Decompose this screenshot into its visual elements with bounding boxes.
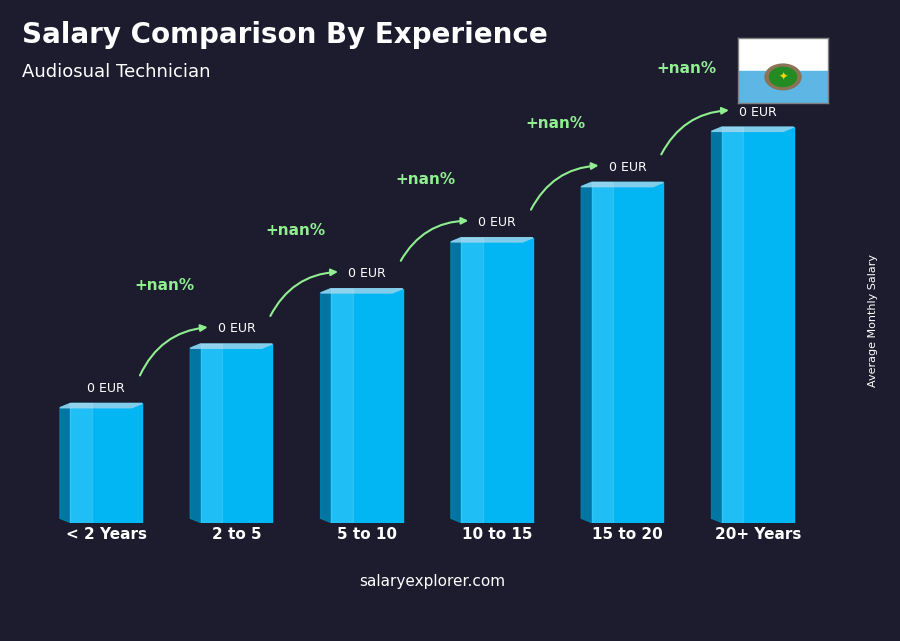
- Text: 0 EUR: 0 EUR: [739, 106, 777, 119]
- Text: Average Monthly Salary: Average Monthly Salary: [868, 254, 878, 387]
- Bar: [462, 238, 533, 522]
- Bar: [70, 403, 92, 522]
- Text: salaryexplorer.com: salaryexplorer.com: [359, 574, 505, 588]
- Text: +nan%: +nan%: [135, 278, 195, 293]
- Polygon shape: [581, 183, 591, 522]
- Bar: [462, 238, 482, 522]
- Polygon shape: [451, 238, 462, 522]
- Bar: [331, 288, 353, 522]
- Bar: [591, 183, 663, 522]
- Text: Salary Comparison By Experience: Salary Comparison By Experience: [22, 21, 547, 49]
- Polygon shape: [712, 127, 794, 131]
- Text: ✦: ✦: [778, 72, 788, 82]
- Polygon shape: [712, 127, 722, 522]
- Bar: [722, 127, 743, 522]
- Polygon shape: [320, 288, 402, 293]
- Text: 0 EUR: 0 EUR: [608, 161, 646, 174]
- Bar: [738, 38, 828, 71]
- Text: 0 EUR: 0 EUR: [478, 216, 516, 229]
- Text: +nan%: +nan%: [656, 61, 716, 76]
- Polygon shape: [581, 183, 663, 187]
- Polygon shape: [190, 344, 201, 522]
- Text: +nan%: +nan%: [266, 222, 325, 238]
- Bar: [201, 344, 273, 522]
- Bar: [738, 71, 828, 103]
- Text: +nan%: +nan%: [526, 117, 586, 131]
- Polygon shape: [60, 403, 70, 522]
- Text: 0 EUR: 0 EUR: [87, 382, 125, 395]
- Circle shape: [770, 67, 796, 87]
- Bar: [331, 288, 402, 522]
- Polygon shape: [451, 238, 533, 242]
- Bar: [722, 127, 794, 522]
- Bar: [70, 403, 142, 522]
- Polygon shape: [190, 344, 273, 348]
- Polygon shape: [60, 403, 142, 408]
- Text: 0 EUR: 0 EUR: [218, 322, 256, 335]
- Bar: [201, 344, 222, 522]
- Text: Audiosual Technician: Audiosual Technician: [22, 63, 210, 81]
- Text: 0 EUR: 0 EUR: [348, 267, 386, 280]
- Bar: [591, 183, 613, 522]
- Polygon shape: [320, 288, 331, 522]
- Circle shape: [765, 64, 801, 90]
- Text: +nan%: +nan%: [395, 172, 455, 187]
